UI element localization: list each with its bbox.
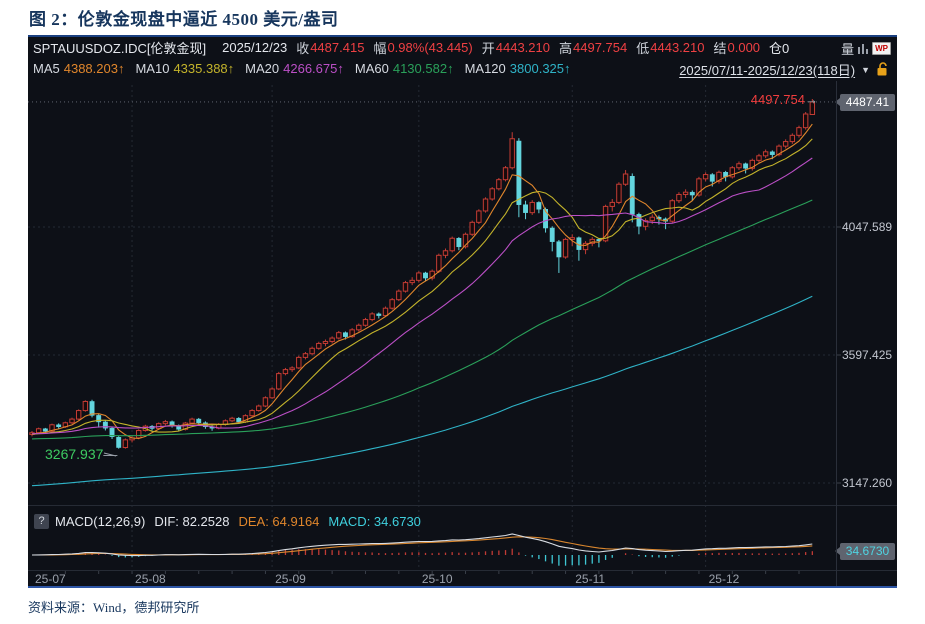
chart-canvas[interactable] — [28, 35, 897, 588]
y-axis-tick: 4047.589 — [842, 220, 893, 234]
ma-legend: MA5 4388.203↑ MA10 4335.388↑ MA20 4266.675↑ MA… — [33, 60, 582, 77]
wp-window-icon[interactable]: WP — [872, 42, 891, 55]
ma-legend-item: MA120 3800.325↑ — [464, 61, 571, 76]
candlestick-chart-panel: SPTAUUSDOZ.IDC[伦敦金现] 2025/12/23 收 4487.415 幅… — [28, 35, 897, 588]
quote-field: 4443.210 — [495, 40, 550, 55]
chart-top-border — [28, 35, 897, 37]
quote-field: 结 — [713, 41, 727, 56]
chevron-down-icon[interactable]: ▼ — [861, 64, 870, 75]
macd-field: MACD(12,26,9) — [55, 514, 146, 529]
period-high-label: 4497.754→ — [750, 92, 818, 107]
quote-field: 0.000 — [727, 40, 761, 55]
volume-bars-icon[interactable] — [858, 43, 869, 54]
x-axis-label: 25-11 — [575, 572, 606, 586]
unlock-icon[interactable] — [876, 62, 889, 77]
quote-field: 收 — [296, 41, 310, 56]
quote-field: 幅 — [373, 41, 387, 56]
period-low-label: 3267.937— — [45, 446, 118, 462]
macd-field: DIF: 82.2528 — [154, 514, 230, 529]
ma-legend-item: MA60 4130.582↑ — [354, 61, 454, 76]
quote-header: SPTAUUSDOZ.IDC[伦敦金现] 2025/12/23 收 4487.415 幅… — [33, 39, 798, 56]
macd-header: ? MACD(12,26,9) DIF: 82.2528 DEA: 64.9164 M… — [34, 513, 430, 530]
source-note: 资料来源：Wind，德邦研究所 — [28, 600, 200, 615]
quote-field: 4487.415 — [310, 40, 365, 55]
quote-field: 4443.210 — [650, 40, 705, 55]
current-price-badge: 4487.41 — [835, 94, 895, 111]
ma-legend-item: MA5 4388.203↑ — [33, 61, 125, 76]
header-toolbar: 量 WP — [841, 39, 891, 58]
x-axis-label: 25-08 — [135, 572, 166, 586]
quote-field: 4497.754 — [573, 40, 628, 55]
x-axis-label: 25-09 — [275, 572, 306, 586]
x-axis-label: 25-07 — [35, 572, 66, 586]
ma-legend-item: MA10 4335.388↑ — [135, 61, 235, 76]
price-axis-divider — [836, 81, 837, 586]
quote-field: 开 — [481, 41, 495, 56]
y-axis-tick: 3147.260 — [842, 476, 893, 490]
y-axis-tick: 3597.425 — [842, 348, 893, 362]
quote-field: 2025/12/23 — [222, 40, 288, 55]
chart-bottom-border — [28, 586, 897, 588]
date-range-dropdown[interactable]: 2025/07/11-2025/12/23(118日) — [679, 63, 856, 78]
quote-field: 0.98%(43.445) — [387, 40, 473, 55]
quote-field: 高 — [558, 41, 572, 56]
volume-label: 量 — [841, 42, 855, 57]
macd-panel-separator — [28, 505, 897, 506]
quote-field: SPTAUUSDOZ.IDC[伦敦金现] — [33, 41, 207, 56]
ma-legend-item: MA20 4266.675↑ — [245, 61, 344, 76]
figure-title: 图 2：伦敦金现盘中逼近 4500 美元/盎司 — [29, 10, 339, 29]
range-selector: 2025/07/11-2025/12/23(118日) ▼ — [679, 60, 889, 79]
quote-field: 仓0 — [769, 41, 790, 56]
macd-field: DEA: 64.9164 — [238, 514, 320, 529]
macd-field: MACD: 34.6730 — [328, 514, 421, 529]
x-axis-label: 25-12 — [708, 572, 740, 586]
macd-value-badge: 34.6730 — [835, 543, 895, 560]
quote-field: 低 — [636, 41, 650, 56]
x-axis-separator — [28, 570, 897, 571]
help-icon[interactable]: ? — [34, 514, 49, 529]
x-axis-label: 25-10 — [421, 572, 453, 586]
macd-values: MACD(12,26,9) DIF: 82.2528 DEA: 64.9164 MAC… — [55, 514, 430, 529]
